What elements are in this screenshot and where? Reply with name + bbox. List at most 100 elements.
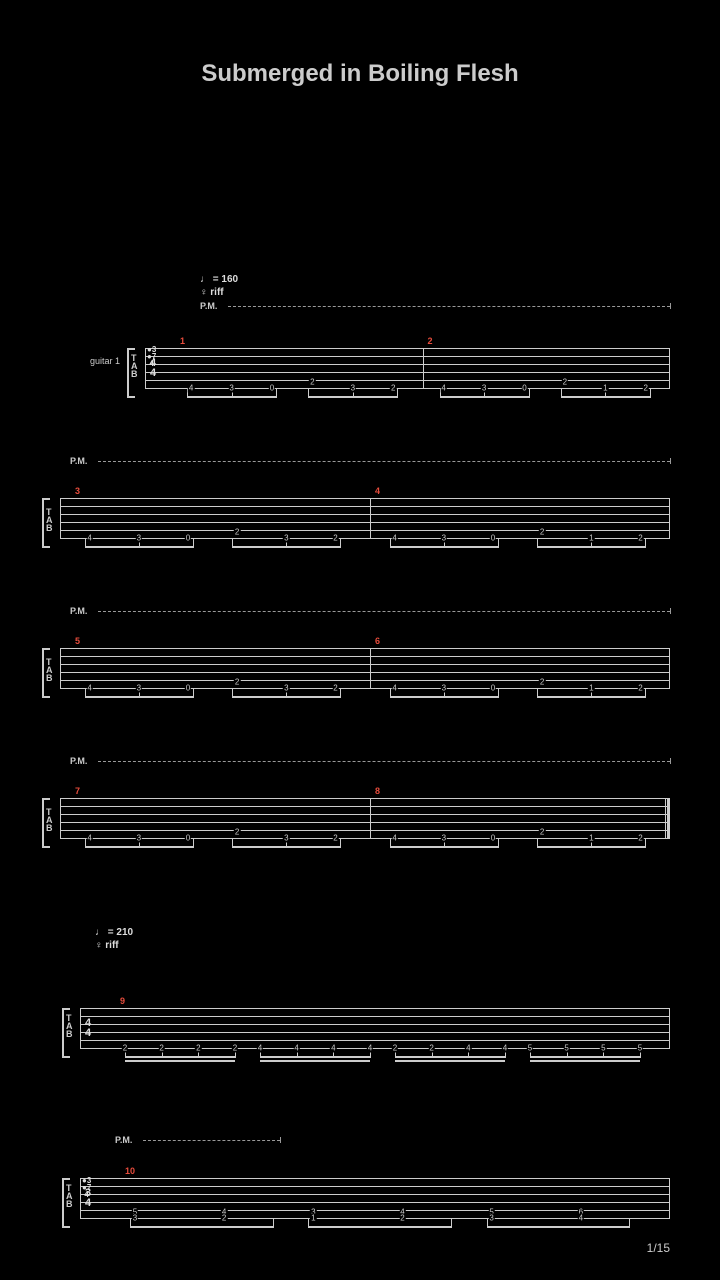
fret-number: 2: [637, 834, 643, 843]
fret-number: 2: [309, 378, 315, 387]
fret-number: 0: [269, 384, 275, 393]
measure-number: 5: [75, 636, 80, 646]
fret-number: 2: [637, 684, 643, 693]
fret-number: 0: [490, 534, 496, 543]
fret-number: 2: [562, 378, 568, 387]
fret-number: 4: [188, 384, 194, 393]
fret-number: 4: [391, 684, 397, 693]
pm-end: [670, 608, 671, 614]
fret-number: 4: [578, 1214, 584, 1223]
fret-number: 1: [310, 1214, 316, 1223]
fret-number: 3: [350, 384, 356, 393]
fret-number: 4: [257, 1044, 263, 1053]
fret-number: 2: [234, 678, 240, 687]
page-number: 1/15: [647, 1241, 670, 1255]
fret-number: 2: [232, 1044, 238, 1053]
fret-number: 0: [521, 384, 527, 393]
pm-label: P.M.: [70, 456, 87, 466]
measure-number: 2: [428, 336, 433, 346]
fret-number: 3: [441, 684, 447, 693]
measure-number: 6: [375, 636, 380, 646]
fret-number: 2: [221, 1214, 227, 1223]
measure-number: 7: [75, 786, 80, 796]
fret-number: 3: [283, 834, 289, 843]
fret-number: 5: [563, 1044, 569, 1053]
fret-number: 2: [539, 528, 545, 537]
fret-number: 3: [441, 834, 447, 843]
fret-number: 2: [195, 1044, 201, 1053]
pm-label: P.M.: [70, 756, 87, 766]
fret-number: 0: [490, 684, 496, 693]
fret-number: 5: [637, 1044, 643, 1053]
measure-number: 10: [125, 1166, 135, 1176]
fret-number: 4: [465, 1044, 471, 1053]
fret-number: 4: [86, 834, 92, 843]
pm-dash: [98, 461, 670, 463]
fret-number: 3: [441, 534, 447, 543]
tempo-marker-2: ♩ = 210♀ riff: [95, 926, 133, 952]
fret-number: 2: [390, 384, 396, 393]
fret-number: 0: [185, 534, 191, 543]
staff-group: TAB34430232430212: [45, 498, 670, 538]
measure-number: 1: [180, 336, 185, 346]
fret-number: 3: [132, 1214, 138, 1223]
fret-number: 2: [234, 528, 240, 537]
fret-number: 3: [136, 834, 142, 843]
pm-label: P.M.: [70, 606, 87, 616]
pm-dash: [98, 611, 670, 613]
fret-number: 2: [643, 384, 649, 393]
fret-number: 1: [588, 834, 594, 843]
instrument-label: guitar 1: [90, 356, 120, 366]
fret-number: 3: [488, 1214, 494, 1223]
fret-number: 2: [392, 1044, 398, 1053]
pm-end: [670, 758, 671, 764]
fret-number: 1: [588, 534, 594, 543]
fret-number: 0: [185, 684, 191, 693]
fret-number: 4: [391, 834, 397, 843]
fret-number: 3: [283, 684, 289, 693]
fret-number: 2: [234, 828, 240, 837]
pm-dash: [98, 761, 670, 763]
fret-number: 1: [602, 384, 608, 393]
fret-number: 5: [600, 1044, 606, 1053]
staff-group: TAB78430232430212: [45, 798, 670, 838]
fret-number: 4: [440, 384, 446, 393]
pm-label: P.M.: [200, 301, 217, 311]
fret-number: 4: [86, 534, 92, 543]
pm-dash: [143, 1140, 280, 1142]
pm-end: [280, 1137, 281, 1143]
measure-number: 8: [375, 786, 380, 796]
fret-number: 3: [136, 534, 142, 543]
fret-number: 2: [332, 534, 338, 543]
measure-number: 4: [375, 486, 380, 496]
fret-number: 2: [428, 1044, 434, 1053]
staff-group: TAB4492222444422445555: [45, 1008, 670, 1048]
fret-number: 3: [136, 684, 142, 693]
pm-label: P.M.: [115, 1135, 132, 1145]
fret-number: 2: [539, 678, 545, 687]
fret-number: 2: [637, 534, 643, 543]
measure-number: 3: [75, 486, 80, 496]
staff-group: TAB56430232430212: [45, 648, 670, 688]
fret-number: 2: [122, 1044, 128, 1053]
fret-number: 2: [332, 834, 338, 843]
tempo-marker-1: ♩ = 160♀ riff: [200, 273, 238, 299]
fret-number: 4: [502, 1044, 508, 1053]
fret-number: 2: [399, 1214, 405, 1223]
fret-number: 4: [391, 534, 397, 543]
fret-number: 3: [481, 384, 487, 393]
pm-dash: [228, 306, 670, 308]
fret-number: 1: [588, 684, 594, 693]
fret-number: 4: [367, 1044, 373, 1053]
fret-number: 5: [527, 1044, 533, 1053]
fret-number: 3: [283, 534, 289, 543]
fret-number: 0: [490, 834, 496, 843]
fret-number: 2: [158, 1044, 164, 1053]
fret-number: 2: [539, 828, 545, 837]
fret-number: 4: [86, 684, 92, 693]
measure-number: 9: [120, 996, 125, 1006]
staff-group: TAB34●3●7410534231425364: [45, 1178, 670, 1218]
fret-number: 4: [293, 1044, 299, 1053]
song-title: Submerged in Boiling Flesh: [0, 0, 720, 118]
fret-number: 0: [185, 834, 191, 843]
